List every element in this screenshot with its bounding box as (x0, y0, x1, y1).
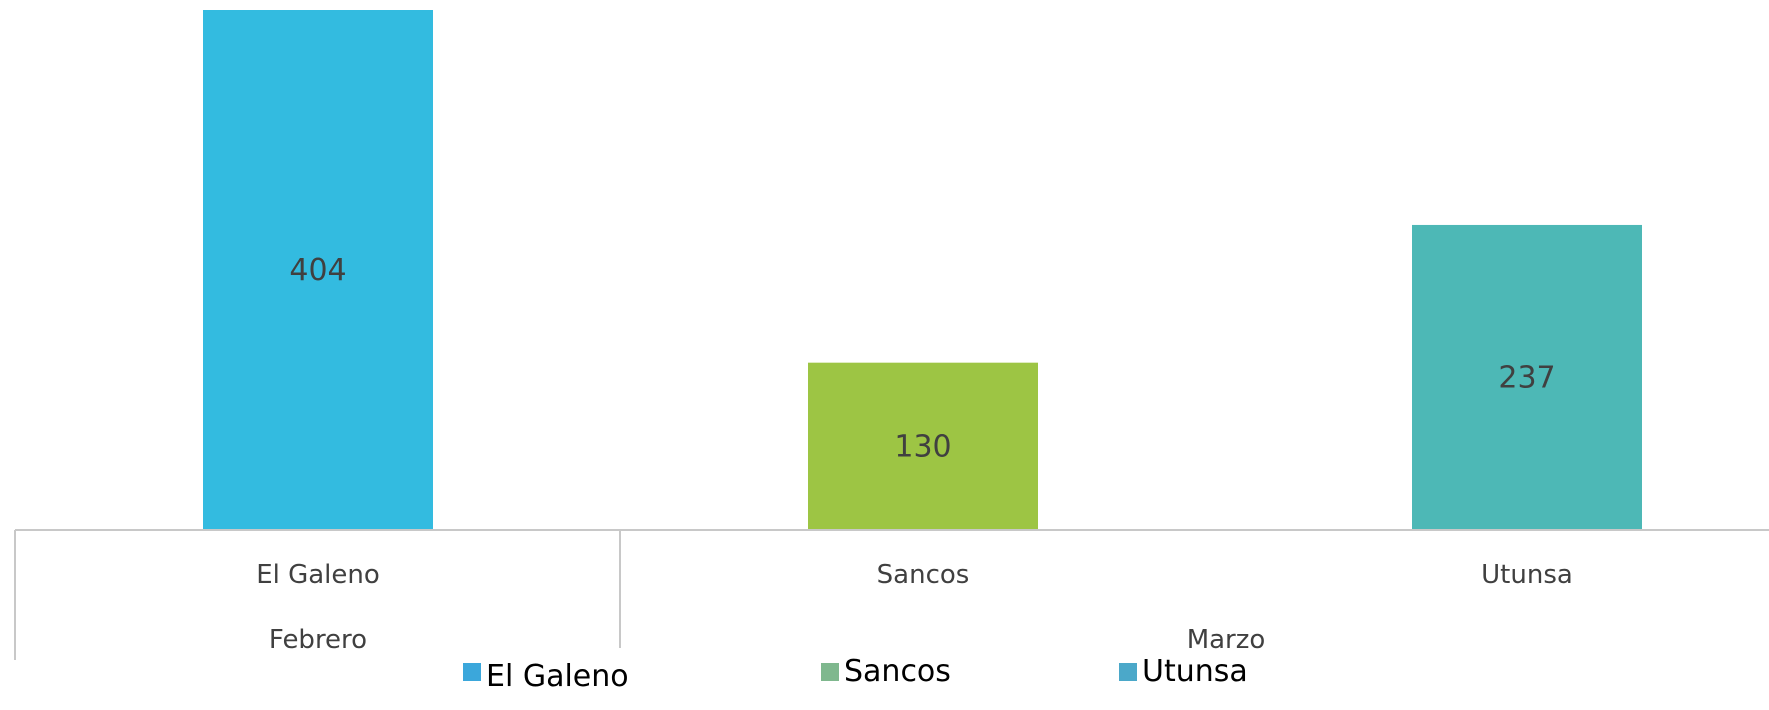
data-label-utunsa: 237 (1498, 360, 1555, 395)
legend-swatch-utunsa (1119, 663, 1137, 681)
bars-group (203, 10, 1642, 530)
category-label-el-galeno: El Galeno (256, 560, 380, 590)
bar-sancos (808, 362, 1038, 530)
data-labels-group: 404 130 237 (289, 253, 1555, 464)
legend-label-sancos: Sancos (844, 654, 951, 689)
legend-swatch-sancos (821, 663, 839, 681)
data-label-el-galeno: 404 (289, 253, 346, 288)
bar-utunsa (1412, 224, 1642, 530)
legend-swatch-el-galeno (463, 663, 481, 681)
group-label-marzo: Marzo (1187, 625, 1266, 655)
category-label-utunsa: Utunsa (1481, 560, 1573, 590)
category-label-sancos: Sancos (877, 560, 970, 590)
legend-label-el-galeno: El Galeno (486, 659, 629, 694)
group-label-febrero: Febrero (269, 625, 367, 655)
bar-el-galeno (203, 10, 433, 530)
data-label-sancos: 130 (894, 429, 951, 464)
legend-label-utunsa: Utunsa (1142, 654, 1248, 689)
legend: El Galeno Sancos Utunsa (463, 654, 1248, 694)
